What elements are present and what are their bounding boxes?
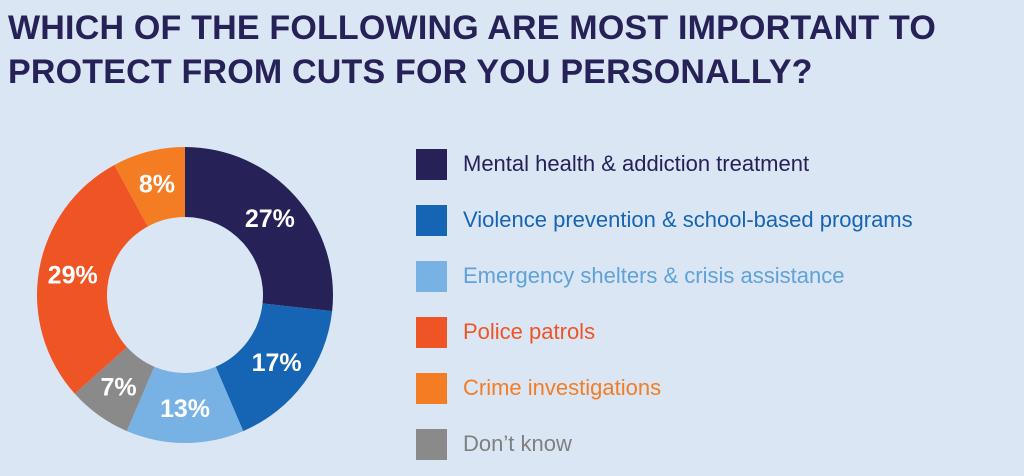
legend-label: Don’t know [463,431,572,456]
legend-item-don-t-know: Don’t know [416,416,1016,472]
chart-legend: Mental health & addiction treatment Viole… [416,136,1016,472]
donut-slice-police-patrols [36,164,148,394]
donut-slice-crime-investigations [114,147,185,227]
legend-swatch [416,148,447,180]
legend-swatch [416,372,447,404]
slice-label-violence-prevention-school-based-programs: 17% [252,349,302,377]
legend-label: Mental health & addiction treatment [463,151,810,176]
donut-slice-emergency-shelters-crisis-assistance [126,366,244,443]
donut-chart: 27% 17% 13% 7% 29% 8% [36,147,334,443]
legend-swatch [416,428,447,460]
chart-title: WHICH OF THE FOLLOWING ARE MOST IMPORTAN… [8,6,1008,94]
donut-slice-don-t-know [74,347,155,432]
legend-swatch [416,260,447,292]
legend-item-crime-investigations: Crime investigations [416,360,1016,416]
legend-label: Violence prevention & school-based progr… [463,207,913,232]
slice-label-don-t-know: 7% [101,374,137,402]
slice-label-mental-health-addiction-treatment: 27% [245,205,295,233]
legend-swatch [416,316,447,348]
legend-item-emergency-shelters-crisis-assistance: Emergency shelters & crisis assistance [416,248,1016,304]
slice-label-emergency-shelters-crisis-assistance: 13% [160,395,210,423]
legend-label: Crime investigations [463,375,662,400]
donut-slice-mental-health-addiction-treatment [185,147,334,312]
slice-label-crime-investigations: 8% [139,171,175,199]
chart-title-line-2: PROTECT FROM CUTS FOR YOU PERSONALLY? [8,53,813,91]
legend-label: Emergency shelters & crisis assistance [463,263,845,288]
chart-title-line-1: WHICH OF THE FOLLOWING ARE MOST IMPORTAN… [8,9,936,47]
legend-item-police-patrols: Police patrols [416,304,1016,360]
legend-label: Police patrols [463,319,596,344]
slice-label-police-patrols: 29% [48,262,98,290]
legend-item-violence-prevention-school-based-programs: Violence prevention & school-based progr… [416,192,1016,248]
donut-slice-violence-prevention-school-based-programs [215,303,333,432]
legend-swatch [416,204,447,236]
legend-item-mental-health-addiction-treatment: Mental health & addiction treatment [416,136,1016,192]
